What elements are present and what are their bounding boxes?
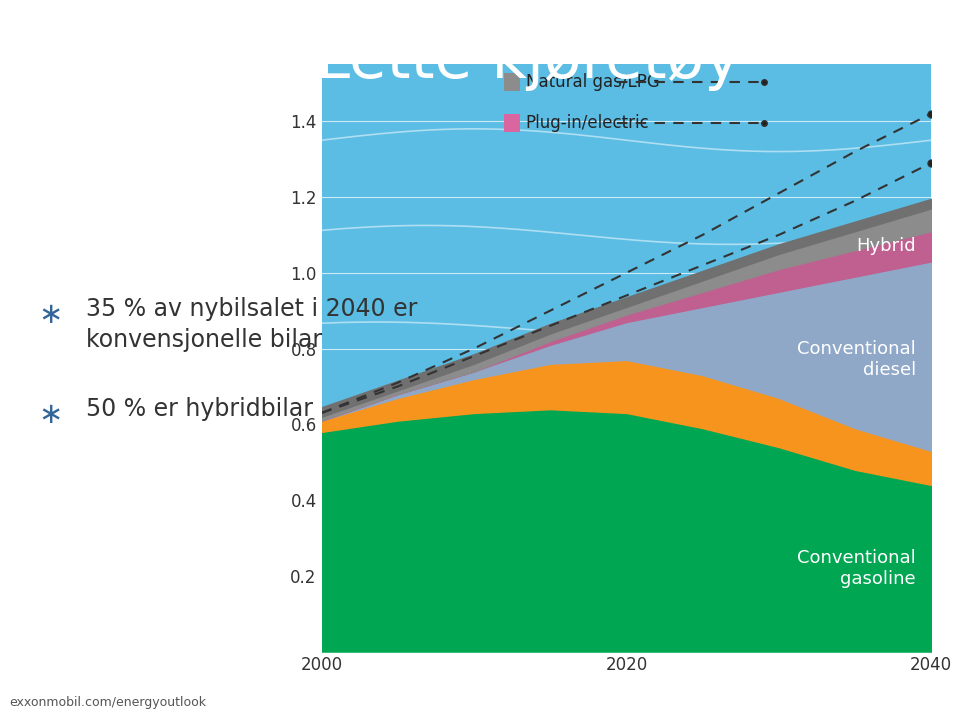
Text: ∗: ∗ [38,301,62,329]
Text: Plug-in/electric: Plug-in/electric [526,114,650,132]
Text: exxonmobil.com/energyoutlook: exxonmobil.com/energyoutlook [10,696,206,709]
Text: Hybrid: Hybrid [856,237,916,256]
Text: Conventional
gasoline: Conventional gasoline [797,549,916,588]
Text: 35 % av nybilsalet i 2040 er
konvensjonelle bilar: 35 % av nybilsalet i 2040 er konvensjone… [86,297,418,352]
Text: Natural gas/LPG: Natural gas/LPG [526,73,660,91]
Bar [505,115,519,132]
Text: 50 % er hybridbilar: 50 % er hybridbilar [86,397,313,422]
Text: Lette kjøretøy: Lette kjøretøy [316,32,740,91]
Text: ∗: ∗ [38,401,62,429]
Bar [505,73,519,91]
Text: Conventional
diesel: Conventional diesel [797,341,916,379]
